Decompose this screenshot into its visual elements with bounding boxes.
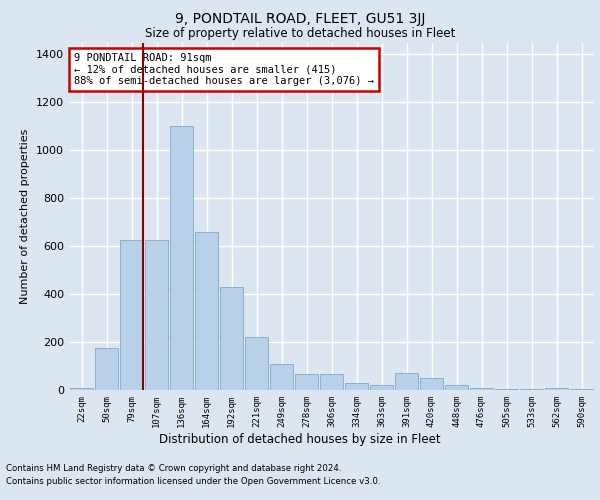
Bar bbox=[170, 126, 193, 390]
Bar bbox=[520, 389, 543, 390]
Bar bbox=[120, 240, 143, 390]
Bar bbox=[470, 388, 493, 390]
Bar bbox=[545, 388, 568, 390]
Bar bbox=[345, 383, 368, 390]
Bar bbox=[395, 373, 418, 390]
Bar bbox=[420, 378, 443, 390]
Text: Contains public sector information licensed under the Open Government Licence v3: Contains public sector information licen… bbox=[6, 478, 380, 486]
Bar bbox=[495, 389, 518, 390]
Bar bbox=[145, 240, 168, 390]
Text: Distribution of detached houses by size in Fleet: Distribution of detached houses by size … bbox=[159, 432, 441, 446]
Bar bbox=[445, 385, 468, 390]
Text: Size of property relative to detached houses in Fleet: Size of property relative to detached ho… bbox=[145, 28, 455, 40]
Bar bbox=[70, 388, 93, 390]
Bar bbox=[270, 364, 293, 390]
Bar bbox=[220, 287, 243, 390]
Bar bbox=[370, 385, 393, 390]
Bar bbox=[295, 374, 318, 390]
Text: 9 PONDTAIL ROAD: 91sqm
← 12% of detached houses are smaller (415)
88% of semi-de: 9 PONDTAIL ROAD: 91sqm ← 12% of detached… bbox=[74, 53, 374, 86]
Y-axis label: Number of detached properties: Number of detached properties bbox=[20, 128, 31, 304]
Bar bbox=[245, 338, 268, 390]
Text: Contains HM Land Registry data © Crown copyright and database right 2024.: Contains HM Land Registry data © Crown c… bbox=[6, 464, 341, 473]
Bar bbox=[195, 232, 218, 390]
Bar bbox=[320, 374, 343, 390]
Bar bbox=[570, 389, 593, 390]
Bar bbox=[95, 348, 118, 390]
Text: 9, PONDTAIL ROAD, FLEET, GU51 3JJ: 9, PONDTAIL ROAD, FLEET, GU51 3JJ bbox=[175, 12, 425, 26]
